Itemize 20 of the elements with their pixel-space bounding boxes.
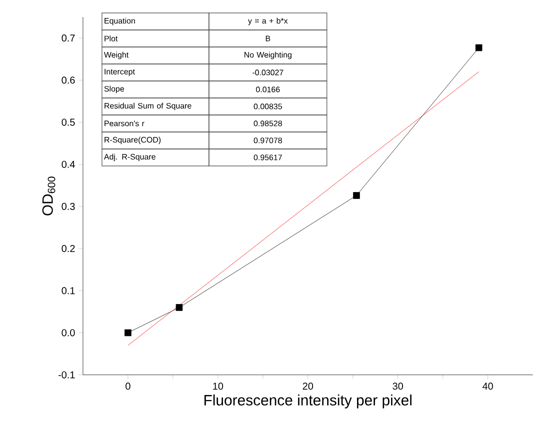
y-tick-label: -0.1 <box>58 371 75 378</box>
point <box>176 304 183 311</box>
y-tick-label: 0.3 <box>62 203 75 210</box>
point <box>124 329 132 336</box>
x-tick-label: 0 <box>126 382 130 390</box>
x-tick-label: 20 <box>302 382 314 390</box>
x-tick-label: 40 <box>482 382 493 390</box>
y-axis-title: OD$_{600}$ <box>42 176 56 216</box>
y-tick-label: 0.4 <box>62 160 75 168</box>
y-tick-label: 0.7 <box>62 34 75 42</box>
x-axis-title: Fluorescence intensity per pixel <box>204 394 412 409</box>
x-tick-label: 10 <box>213 382 224 390</box>
x-tick-label: 30 <box>392 382 404 390</box>
y-tick-label: 0.0 <box>62 329 75 336</box>
y-tick-label: 0.6 <box>62 76 75 84</box>
y-tick-label: 0.5 <box>62 118 75 126</box>
point <box>475 44 482 52</box>
y-tick-label: 0.1 <box>62 287 75 294</box>
y-tick-label: 0.2 <box>62 245 75 252</box>
point <box>353 192 360 199</box>
